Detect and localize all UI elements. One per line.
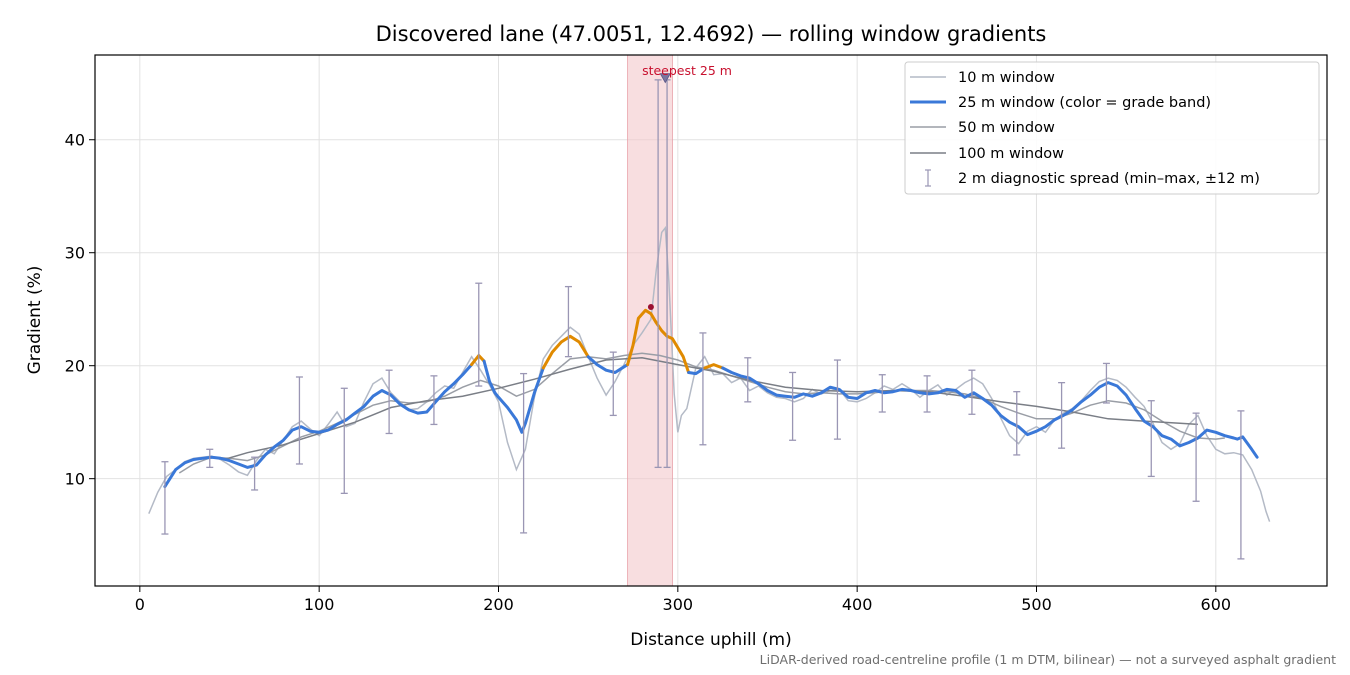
x-axis-label: Distance uphill (m) xyxy=(630,630,791,650)
chart-title: Discovered lane (47.0051, 12.4692) — rol… xyxy=(376,22,1047,46)
markers xyxy=(647,73,671,310)
error-bar xyxy=(878,374,886,413)
y-tick-label: 30 xyxy=(65,244,85,263)
legend: 10 m window 25 m window (color = grade b… xyxy=(904,61,1320,195)
error-bar xyxy=(1147,400,1155,478)
x-tick-label: 400 xyxy=(842,595,873,614)
series-layer xyxy=(148,225,1271,522)
series-25m-segment xyxy=(687,366,707,376)
series-100m-line xyxy=(223,357,1198,461)
legend-box xyxy=(904,61,1320,195)
series-25m-segment xyxy=(586,355,630,374)
series-10m-line xyxy=(148,225,1271,522)
error-bar xyxy=(833,359,841,440)
x-tick-label: 500 xyxy=(1021,595,1052,614)
error-bar xyxy=(1192,412,1200,502)
error-bar xyxy=(789,371,797,441)
y-tick-label: 40 xyxy=(65,131,85,150)
error-bar xyxy=(340,387,348,495)
plot-frame xyxy=(94,54,1328,587)
series-25m-segment xyxy=(482,359,545,434)
x-tick-label: 100 xyxy=(304,595,335,614)
legend-swatch-errorbar xyxy=(925,169,931,187)
error-bar xyxy=(609,351,617,417)
footnote: LiDAR-derived road-centreline profile (1… xyxy=(760,652,1336,667)
y-tick-label: 10 xyxy=(65,470,85,489)
error-bar xyxy=(1237,410,1245,560)
series-25m-hot-segment xyxy=(703,363,725,370)
series-25m-segment xyxy=(721,366,1259,459)
steepest-band-label: steepest 25 m xyxy=(642,63,732,78)
error-bar xyxy=(654,79,662,469)
error-bar xyxy=(1013,391,1021,456)
error-bar xyxy=(923,375,931,413)
series-25m-hot-segment xyxy=(541,334,590,370)
legend-label-100m: 100 m window xyxy=(958,146,1064,162)
legend-label-25m: 25 m window (color = grade band) xyxy=(958,95,1211,111)
error-bar xyxy=(385,369,393,435)
error-bar xyxy=(251,456,259,491)
y-axis-label: Gradient (%) xyxy=(25,266,45,375)
x-tick-label: 0 xyxy=(135,595,145,614)
steepest-peak-marker xyxy=(647,303,654,310)
max-spread-marker xyxy=(659,73,671,84)
x-tick-label: 600 xyxy=(1201,595,1232,614)
error-bar xyxy=(1058,381,1066,449)
legend-label-10m: 10 m window xyxy=(958,70,1055,86)
series-25m-hot-segment xyxy=(626,308,691,374)
error-bar xyxy=(295,376,303,465)
legend-label-errorbar: 2 m diagnostic spread (min–max, ±12 m) xyxy=(958,171,1260,187)
y-tick-label: 20 xyxy=(65,357,85,376)
error-bar xyxy=(520,372,528,534)
legend-label-50m: 50 m window xyxy=(958,120,1055,136)
x-tick-label: 200 xyxy=(483,595,514,614)
error-bar xyxy=(1102,362,1110,404)
error-bar xyxy=(206,448,214,469)
error-bar xyxy=(475,282,483,387)
error-bars xyxy=(161,79,1245,560)
x-tick-label: 300 xyxy=(663,595,694,614)
error-bar xyxy=(744,357,752,403)
error-bar xyxy=(430,375,438,426)
y-axis-ticks: 10 20 30 40 xyxy=(65,131,95,489)
error-bar xyxy=(968,369,976,415)
series-25m-segment xyxy=(163,363,474,489)
series-25m-hot-segment xyxy=(470,354,486,367)
error-bar xyxy=(161,461,169,535)
x-axis-ticks: 0 100 200 300 400 500 600 xyxy=(135,586,1231,614)
error-bar xyxy=(564,285,572,358)
error-bar xyxy=(699,332,707,446)
